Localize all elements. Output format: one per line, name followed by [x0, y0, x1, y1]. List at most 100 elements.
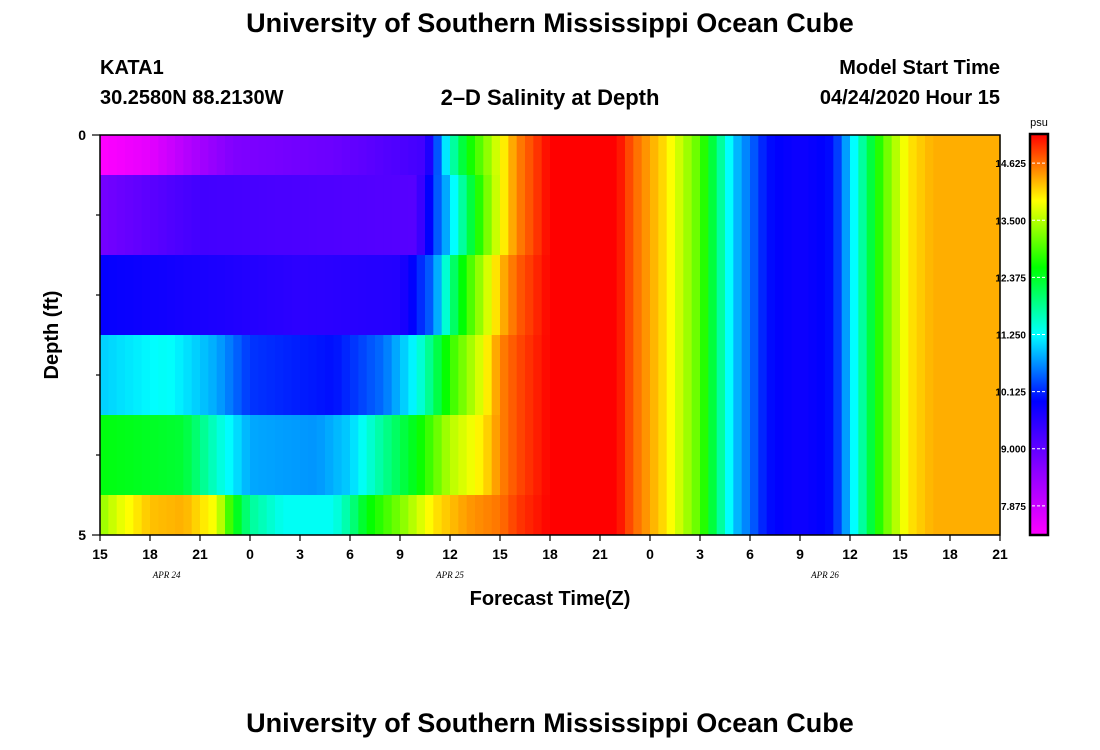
- x-tick-label: 21: [592, 546, 608, 562]
- heatmap-cell: [775, 335, 784, 415]
- heatmap-cell: [608, 175, 618, 255]
- heatmap-cell: [158, 135, 168, 175]
- heatmap-cell: [425, 335, 434, 415]
- heatmap-cell: [300, 255, 309, 335]
- heatmap-cell: [550, 135, 559, 175]
- heatmap-cell: [191, 495, 201, 535]
- heatmap-cell: [750, 335, 759, 415]
- heatmap-cell: [258, 415, 268, 495]
- heatmap-cell: [983, 495, 993, 535]
- heatmap-cell: [208, 175, 218, 255]
- heatmap-cell: [316, 495, 326, 535]
- heatmap-cell: [141, 415, 151, 495]
- heatmap-cell: [850, 335, 859, 415]
- heatmap-cell: [875, 175, 884, 255]
- heatmap-cell: [825, 255, 834, 335]
- heatmap-cell: [408, 135, 418, 175]
- heatmap-cell: [808, 415, 818, 495]
- heatmap-cell: [566, 135, 576, 175]
- heatmap-cell: [441, 255, 451, 335]
- heatmap-cell: [408, 415, 418, 495]
- heatmap-cell: [216, 135, 226, 175]
- heatmap-cell: [108, 175, 118, 255]
- heatmap-cell: [266, 175, 276, 255]
- heatmap-cell: [783, 415, 793, 495]
- heatmap-cell: [458, 495, 468, 535]
- heatmap-cell: [341, 495, 351, 535]
- heatmap-cell: [900, 255, 909, 335]
- heatmap-cell: [358, 135, 368, 175]
- heatmap-cell: [116, 415, 126, 495]
- heatmap-cell: [525, 495, 534, 535]
- heatmap-cell: [416, 135, 426, 175]
- depth-row-1: [100, 175, 1001, 255]
- heatmap-cell: [933, 335, 943, 415]
- heatmap-cell: [883, 255, 893, 335]
- heatmap-cell: [375, 335, 384, 415]
- heatmap-cell: [875, 415, 884, 495]
- heatmap-cell: [416, 175, 426, 255]
- heatmap-cell: [758, 135, 768, 175]
- heatmap-cell: [516, 135, 526, 175]
- heatmap-cell: [533, 495, 543, 535]
- heatmap-cell: [983, 415, 993, 495]
- heatmap-cell: [658, 135, 668, 175]
- heatmap-cell: [208, 135, 218, 175]
- heatmap-cell: [633, 135, 643, 175]
- heatmap-cell: [325, 495, 334, 535]
- heatmap-cell: [491, 255, 501, 335]
- heatmap-cell: [766, 135, 776, 175]
- heatmap-cell: [225, 255, 234, 335]
- heatmap-cell: [991, 335, 1001, 415]
- x-tick-label: 18: [942, 546, 958, 562]
- heatmap-cell: [858, 255, 868, 335]
- heatmap-cell: [775, 255, 784, 335]
- heatmap-cell: [691, 495, 701, 535]
- heatmap-cell: [416, 255, 426, 335]
- heatmap-cell: [200, 175, 209, 255]
- heatmap-cell: [333, 175, 343, 255]
- heatmap-cell: [783, 175, 793, 255]
- heatmap-cell: [216, 415, 226, 495]
- heatmap-cell: [150, 255, 159, 335]
- heatmap-cell: [900, 135, 909, 175]
- heatmap-cell: [491, 495, 501, 535]
- heatmap-cell: [466, 255, 476, 335]
- heatmap-cell: [216, 495, 226, 535]
- heatmap-cell: [675, 495, 684, 535]
- heatmap-cell: [908, 495, 918, 535]
- heatmap-cell: [483, 135, 493, 175]
- heatmap-cell: [383, 255, 393, 335]
- heatmap-cell: [633, 415, 643, 495]
- heatmap-cell: [600, 415, 609, 495]
- heatmap-cell: [466, 495, 476, 535]
- heatmap-cell: [250, 335, 259, 415]
- heatmap-cell: [216, 255, 226, 335]
- heatmap-cell: [583, 135, 593, 175]
- heatmap-cell: [883, 335, 893, 415]
- heatmap-cell: [316, 415, 326, 495]
- heatmap-cell: [825, 135, 834, 175]
- heatmap-cell: [841, 415, 851, 495]
- heatmap-cell: [558, 255, 568, 335]
- heatmap-cell: [791, 335, 801, 415]
- heatmap-cell: [533, 335, 543, 415]
- heatmap-cell: [991, 255, 1001, 335]
- heatmap-cell: [758, 335, 768, 415]
- heatmap-cell: [266, 415, 276, 495]
- heatmap-cell: [966, 135, 976, 175]
- heatmap-cell: [825, 495, 834, 535]
- heatmap-cell: [416, 495, 426, 535]
- heatmap-cell: [400, 255, 409, 335]
- heatmap-cell: [775, 135, 784, 175]
- heatmap-cell: [283, 175, 293, 255]
- heatmap-cell: [233, 495, 243, 535]
- heatmap-cell: [600, 135, 609, 175]
- colorbar-tick-label: 10.125: [995, 388, 1026, 399]
- heatmap-cell: [508, 335, 518, 415]
- heatmap-cell: [108, 415, 118, 495]
- heatmap-cell: [183, 495, 193, 535]
- heatmap-cell: [925, 495, 934, 535]
- heatmap-cell: [758, 175, 768, 255]
- heatmap-cell: [575, 495, 584, 535]
